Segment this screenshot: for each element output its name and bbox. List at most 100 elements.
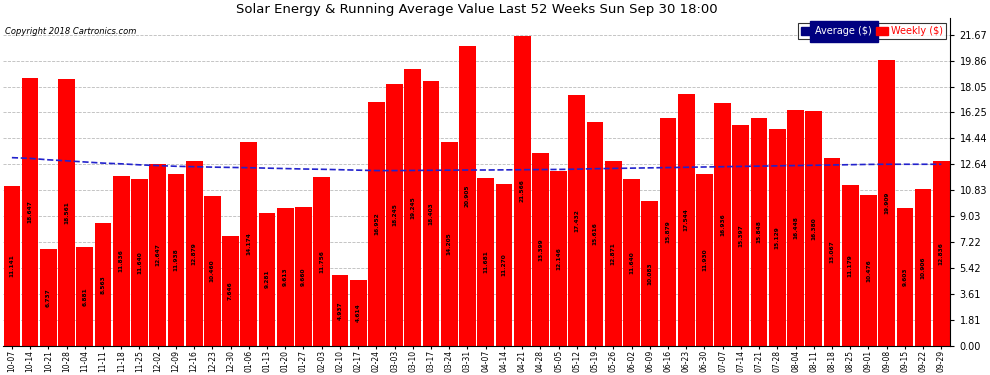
Bar <box>459 45 476 346</box>
Bar <box>113 176 130 346</box>
Text: 14.205: 14.205 <box>446 232 451 255</box>
Bar <box>842 185 858 346</box>
Bar <box>878 60 895 346</box>
Text: 16.952: 16.952 <box>374 213 379 236</box>
Text: 15.129: 15.129 <box>775 226 780 249</box>
Bar <box>733 124 749 346</box>
Bar <box>933 162 949 346</box>
Text: 11.681: 11.681 <box>483 251 488 273</box>
Text: 17.544: 17.544 <box>684 209 689 231</box>
Bar <box>642 201 658 346</box>
Text: 4.614: 4.614 <box>355 303 360 322</box>
Text: 18.403: 18.403 <box>429 202 434 225</box>
Text: 10.460: 10.460 <box>210 260 215 282</box>
Bar <box>659 118 676 346</box>
Bar <box>587 122 604 346</box>
Bar <box>714 102 731 346</box>
Text: 11.930: 11.930 <box>702 249 707 272</box>
Text: 10.906: 10.906 <box>921 256 926 279</box>
Text: 12.146: 12.146 <box>556 247 561 270</box>
Text: 9.613: 9.613 <box>283 267 288 286</box>
Text: 17.432: 17.432 <box>574 209 579 232</box>
Text: 18.245: 18.245 <box>392 203 397 226</box>
Bar <box>824 158 841 346</box>
Text: 21.566: 21.566 <box>520 180 525 203</box>
Text: 11.836: 11.836 <box>119 249 124 272</box>
Text: Copyright 2018 Cartronics.com: Copyright 2018 Cartronics.com <box>5 27 136 36</box>
Bar <box>167 174 184 346</box>
Text: 10.083: 10.083 <box>647 262 652 285</box>
Text: 11.141: 11.141 <box>9 254 15 277</box>
Bar <box>313 177 330 346</box>
Text: 16.380: 16.380 <box>811 217 817 240</box>
Bar <box>860 195 877 346</box>
Bar <box>915 189 932 346</box>
Bar <box>386 84 403 346</box>
Text: 16.936: 16.936 <box>720 213 725 236</box>
Text: 16.448: 16.448 <box>793 216 798 239</box>
Text: 12.647: 12.647 <box>155 243 160 266</box>
Bar <box>750 118 767 346</box>
Text: 15.848: 15.848 <box>756 220 761 243</box>
Bar <box>496 184 513 346</box>
Text: 13.067: 13.067 <box>830 241 835 263</box>
Bar <box>605 161 622 346</box>
Text: 7.646: 7.646 <box>228 282 233 300</box>
Bar <box>405 69 421 346</box>
Text: 9.603: 9.603 <box>902 268 908 286</box>
Text: 9.281: 9.281 <box>264 270 269 288</box>
Text: 13.399: 13.399 <box>538 238 543 261</box>
Bar <box>349 279 366 346</box>
Text: 9.660: 9.660 <box>301 267 306 286</box>
Bar <box>4 186 20 346</box>
Text: 11.640: 11.640 <box>629 251 634 274</box>
Title: Solar Energy & Running Average Value Last 52 Weeks Sun Sep 30 18:00: Solar Energy & Running Average Value Las… <box>236 3 718 16</box>
Text: 11.270: 11.270 <box>502 254 507 276</box>
Text: 11.756: 11.756 <box>319 250 324 273</box>
Bar <box>423 81 440 346</box>
Text: 15.879: 15.879 <box>665 220 670 243</box>
Bar <box>514 36 531 346</box>
Text: 18.561: 18.561 <box>64 201 69 224</box>
Bar <box>568 95 585 346</box>
Bar <box>258 213 275 346</box>
Text: 19.245: 19.245 <box>410 196 416 219</box>
Bar <box>40 249 56 346</box>
Bar <box>149 164 166 346</box>
Text: 6.737: 6.737 <box>46 288 50 307</box>
Text: 18.647: 18.647 <box>28 201 33 223</box>
Text: 6.881: 6.881 <box>82 287 87 306</box>
Text: 11.938: 11.938 <box>173 249 178 272</box>
Bar <box>295 207 312 346</box>
Bar <box>241 142 257 346</box>
Bar <box>696 174 713 346</box>
Bar <box>769 129 786 346</box>
Bar <box>441 142 457 346</box>
Bar <box>76 247 93 346</box>
Bar <box>204 196 221 346</box>
Bar <box>277 208 294 346</box>
Bar <box>186 161 203 346</box>
Bar <box>477 178 494 346</box>
Bar <box>897 208 913 346</box>
Text: 15.397: 15.397 <box>739 224 743 247</box>
Bar <box>368 102 385 346</box>
Bar <box>806 111 822 346</box>
Text: 11.179: 11.179 <box>847 254 852 277</box>
Text: 20.905: 20.905 <box>465 184 470 207</box>
Bar <box>222 236 239 346</box>
Text: 8.563: 8.563 <box>101 275 106 294</box>
Bar <box>95 223 112 346</box>
Bar <box>678 94 695 346</box>
Text: 10.476: 10.476 <box>866 259 871 282</box>
Bar <box>58 79 75 346</box>
Bar <box>22 78 39 346</box>
Bar <box>787 110 804 346</box>
Text: 12.836: 12.836 <box>939 242 943 265</box>
Bar <box>532 153 548 346</box>
Text: 4.937: 4.937 <box>338 301 343 320</box>
Text: 12.879: 12.879 <box>192 242 197 265</box>
Bar <box>550 171 567 346</box>
Text: 11.640: 11.640 <box>137 251 142 274</box>
Text: 14.174: 14.174 <box>247 232 251 255</box>
